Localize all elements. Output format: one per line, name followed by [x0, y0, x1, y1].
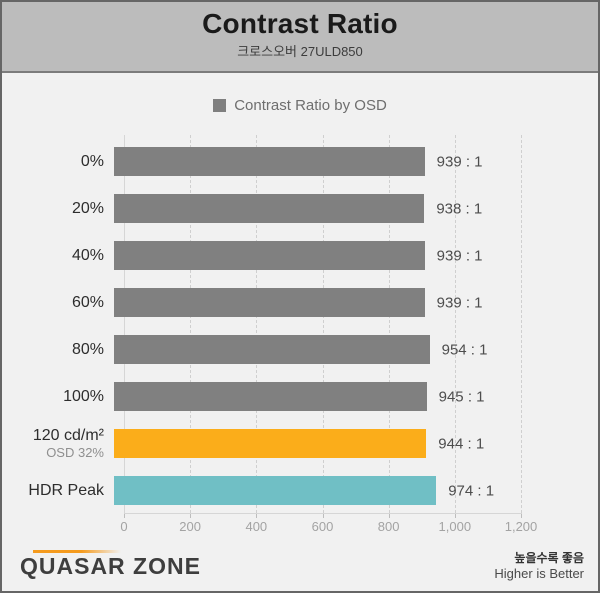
- y-axis-line: [124, 135, 125, 518]
- category-label: 0%: [2, 152, 114, 171]
- gridline: [256, 135, 258, 518]
- logo-text: QUASAR ZONE: [20, 553, 201, 579]
- row-plot-area: 945 : 1: [114, 382, 598, 411]
- value-label: 974 : 1: [448, 482, 495, 499]
- chart-row: HDR Peak 974 : 1: [2, 467, 598, 514]
- value-label: 939 : 1: [436, 153, 483, 170]
- gridline: [190, 135, 192, 518]
- gridline: [454, 135, 456, 518]
- category-label: 80%: [2, 340, 114, 359]
- chart-title: Contrast Ratio: [202, 8, 398, 39]
- category-label: HDR Peak: [2, 481, 114, 500]
- x-tick-label: 400: [245, 519, 268, 534]
- category-label-main: 40%: [71, 246, 104, 264]
- data-bar: [114, 147, 425, 176]
- data-bar: [114, 382, 427, 411]
- value-label: 939 : 1: [436, 294, 483, 311]
- row-plot-area: 939 : 1: [114, 288, 598, 317]
- row-plot-area: 938 : 1: [114, 194, 598, 223]
- chart-subtitle: 크로스오버 27ULD850: [237, 44, 363, 59]
- quasarzone-logo: QUASAR ZONE: [20, 550, 201, 580]
- chart-row: 40% 939 : 1: [2, 232, 598, 279]
- row-plot-area: 939 : 1: [114, 147, 598, 176]
- data-bar: [114, 194, 425, 223]
- chart-row: 20% 938 : 1: [2, 185, 598, 232]
- chart-row: 120 cd/m² OSD 32% 944 : 1: [2, 420, 598, 467]
- category-label-main: HDR Peak: [28, 481, 104, 499]
- value-label: 945 : 1: [438, 388, 485, 405]
- note-korean: 높을수록 좋음: [514, 550, 584, 565]
- category-label-main: 0%: [80, 152, 104, 170]
- chart-row: 80% 954 : 1: [2, 326, 598, 373]
- data-bar: [114, 241, 425, 270]
- chart-row: 100% 945 : 1: [2, 373, 598, 420]
- chart-header: Contrast Ratio 크로스오버 27ULD850: [2, 2, 598, 73]
- chart-legend: Contrast Ratio by OSD: [2, 97, 598, 114]
- data-bar: [114, 288, 425, 317]
- x-tick-label: 1,200: [504, 519, 538, 534]
- footer-note: 높을수록 좋음 Higher is Better: [494, 551, 584, 583]
- note-english: Higher is Better: [494, 566, 584, 582]
- row-plot-area: 939 : 1: [114, 241, 598, 270]
- x-axis-labels: 0 200 400 600 800 1,000 1,200: [120, 519, 537, 535]
- category-label-main: 80%: [71, 340, 104, 358]
- value-label: 944 : 1: [438, 435, 485, 452]
- gridline: [521, 135, 522, 518]
- data-bar: [114, 429, 427, 458]
- chart-row: 0% 939 : 1: [2, 138, 598, 185]
- category-label-main: 60%: [71, 293, 104, 311]
- legend-swatch-icon: [213, 99, 227, 112]
- category-label: 100%: [2, 387, 114, 406]
- value-label: 939 : 1: [436, 247, 483, 264]
- gridline: [388, 135, 390, 518]
- chart-rows: 0% 939 : 1 20% 938 : 1 40% 939 : 1 60% 939 : 1 8…: [2, 138, 598, 514]
- data-bar: [114, 335, 430, 364]
- x-tick-label: 600: [311, 519, 334, 534]
- logo-accent-bar: [33, 550, 121, 553]
- category-label: 20%: [2, 199, 114, 218]
- value-label: 954 : 1: [441, 341, 488, 358]
- x-tick-label: 1,000: [438, 519, 472, 534]
- gridline: [322, 135, 324, 518]
- x-tick-label: 200: [179, 519, 202, 534]
- category-label-main: 120 cd/m²: [32, 427, 104, 445]
- x-tick-label: 800: [377, 519, 400, 534]
- category-label-main: 20%: [71, 199, 104, 217]
- x-tick-label: 0: [120, 519, 128, 534]
- legend-label: Contrast Ratio by OSD: [234, 97, 387, 114]
- data-bar: [114, 476, 437, 505]
- row-plot-area: 974 : 1: [114, 476, 598, 505]
- category-label: 40%: [2, 246, 114, 265]
- chart-row: 60% 939 : 1: [2, 279, 598, 326]
- category-label-sub: OSD 32%: [46, 445, 104, 461]
- category-label: 60%: [2, 293, 114, 312]
- category-label-main: 100%: [63, 387, 104, 405]
- chart-gridlines: [124, 135, 522, 518]
- value-label: 938 : 1: [436, 200, 483, 217]
- category-label: 120 cd/m² OSD 32%: [2, 426, 114, 461]
- row-plot-area: 954 : 1: [114, 335, 598, 364]
- row-plot-area: 944 : 1: [114, 429, 598, 458]
